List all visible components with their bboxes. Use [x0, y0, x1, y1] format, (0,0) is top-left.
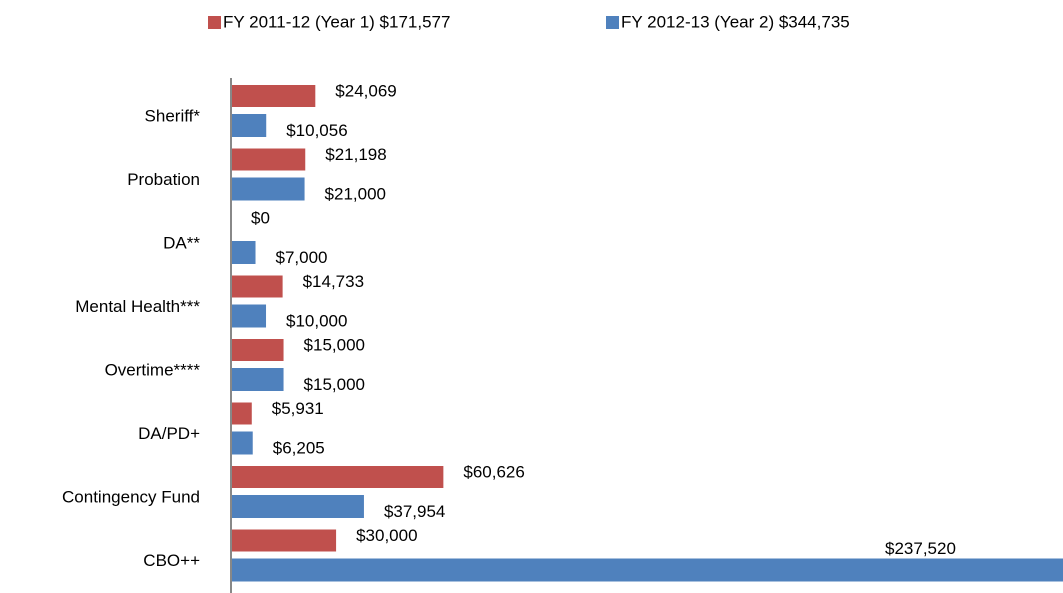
bar	[231, 85, 316, 107]
y-tick-label: CBO++	[143, 551, 200, 570]
legend-swatch	[208, 16, 221, 29]
value-label: $30,000	[356, 526, 417, 545]
y-tick-label: Mental Health***	[75, 297, 200, 316]
value-label: $15,000	[304, 335, 365, 354]
bar	[231, 402, 252, 425]
bar	[231, 275, 283, 298]
value-label: $21,000	[325, 184, 386, 203]
bar	[231, 558, 1063, 582]
bar	[231, 177, 305, 201]
value-label: $21,198	[325, 145, 386, 164]
bar	[231, 339, 284, 361]
value-label: $37,954	[384, 502, 445, 521]
bar	[231, 368, 284, 391]
y-tick-label: DA**	[163, 233, 200, 252]
value-label: $237,520	[885, 539, 956, 558]
y-tick-label: Sheriff*	[145, 106, 201, 125]
legend-swatch	[606, 16, 619, 29]
value-label: $24,069	[335, 81, 396, 100]
bar	[231, 495, 364, 518]
y-tick-label: DA/PD+	[138, 424, 200, 443]
value-label: $0	[251, 208, 270, 227]
bar	[231, 148, 306, 171]
bar	[231, 529, 337, 552]
bar	[231, 241, 256, 264]
value-label: $7,000	[276, 248, 328, 267]
bar	[231, 431, 253, 455]
bar	[231, 304, 267, 328]
bar	[231, 114, 267, 137]
y-tick-label: Overtime****	[105, 360, 201, 379]
legend-label: FY 2011-12 (Year 1) $171,577	[223, 12, 450, 31]
legend-label: FY 2012-13 (Year 2) $344,735	[621, 12, 850, 31]
value-label: $60,626	[463, 462, 524, 481]
y-tick-label: Contingency Fund	[62, 487, 200, 506]
bar	[231, 466, 444, 488]
value-label: $15,000	[304, 375, 365, 394]
value-label: $14,733	[303, 272, 364, 291]
value-label: $6,205	[273, 438, 325, 457]
value-label: $10,056	[286, 121, 347, 140]
value-label: $5,931	[272, 399, 324, 418]
y-tick-label: Probation	[127, 170, 200, 189]
value-label: $10,000	[286, 311, 347, 330]
